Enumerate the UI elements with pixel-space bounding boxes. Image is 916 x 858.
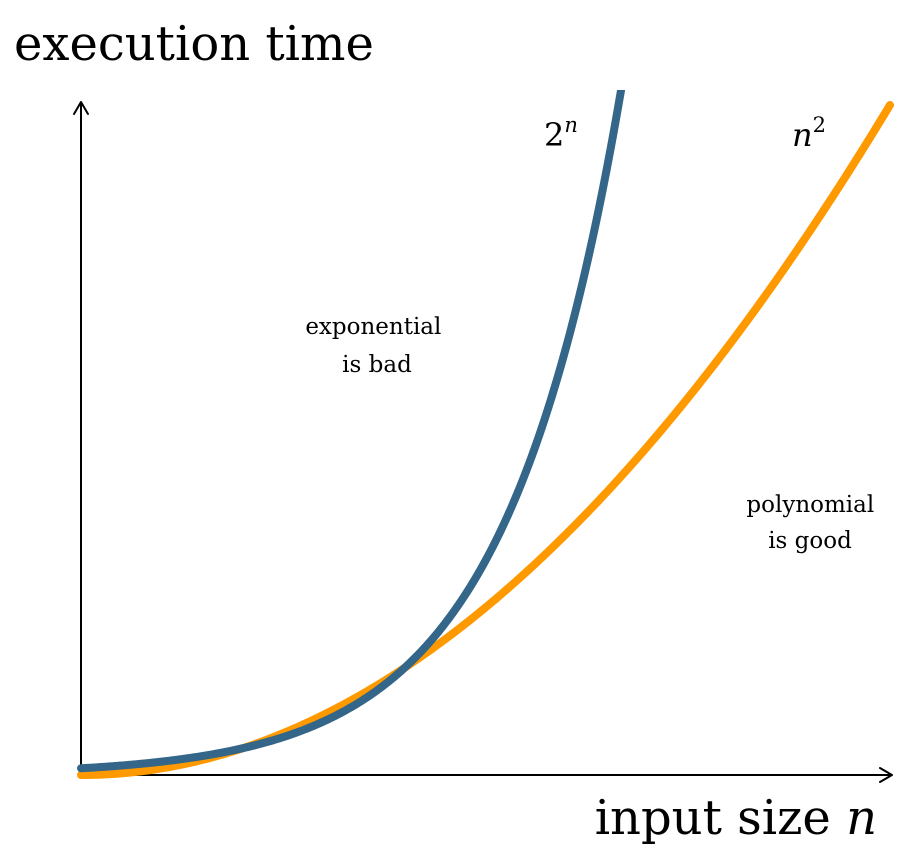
- series-label-exponential-base: 2: [544, 116, 564, 154]
- series-label-polynomial: n2: [792, 113, 826, 154]
- series-label-polynomial-sup: 2: [813, 113, 826, 137]
- annotation-polynomial-line-2: is good: [768, 528, 852, 554]
- annotation-exponential: exponential is bad: [305, 314, 448, 378]
- series-label-exponential-sup: n: [564, 113, 578, 137]
- series-line-polynomial: [77, 101, 894, 779]
- x-axis-title-text: input size: [595, 790, 846, 846]
- x-axis-arrowhead: [879, 767, 893, 783]
- y-axis-arrowhead: [73, 101, 89, 115]
- y-axis-title: execution time: [14, 16, 374, 72]
- series-line-exponential: [77, 90, 626, 773]
- x-axis-title: input size n: [595, 790, 877, 846]
- axes: [73, 101, 893, 783]
- annotation-polynomial-line-1: polynomial: [746, 492, 874, 518]
- x-axis-title-variable: n: [846, 790, 877, 846]
- annotation-polynomial: polynomial is good: [746, 492, 881, 554]
- series-layer: [77, 90, 894, 779]
- annotation-exponential-line-1: exponential: [305, 314, 441, 340]
- series-label-exponential: 2n: [544, 113, 578, 154]
- series-label-polynomial-base: n: [792, 116, 813, 154]
- annotation-exponential-line-2: is bad: [342, 352, 412, 378]
